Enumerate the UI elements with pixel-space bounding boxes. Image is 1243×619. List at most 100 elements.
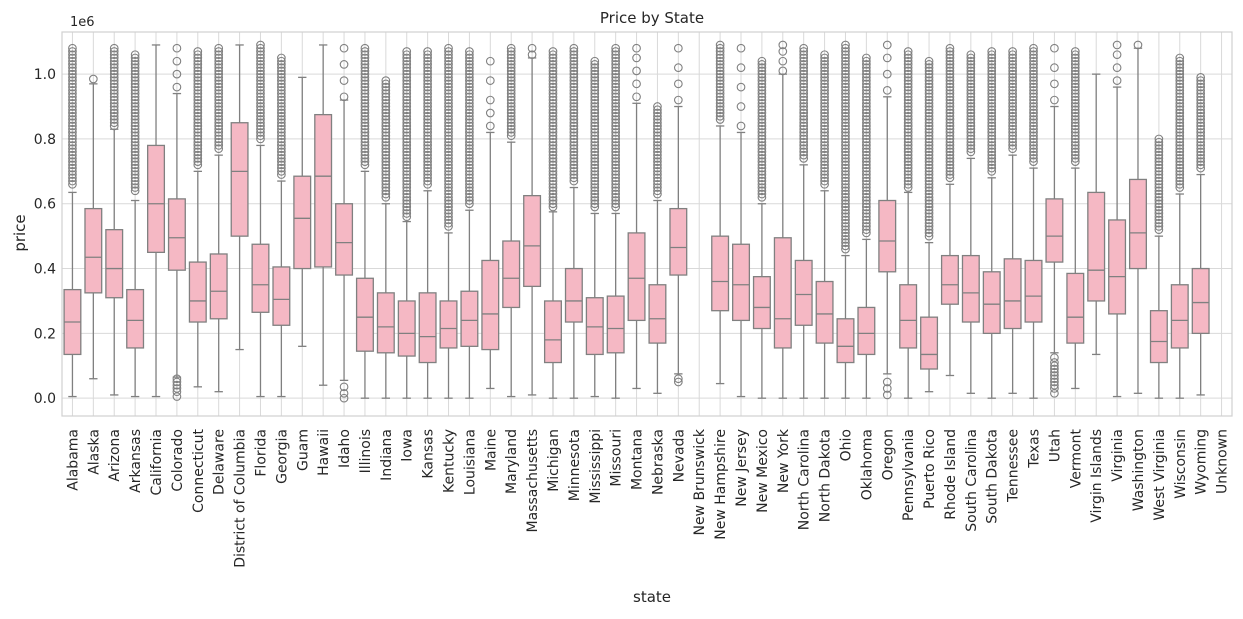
outlier-point (214, 63, 224, 72)
outlier-point (1175, 89, 1185, 98)
box-iqr (564, 267, 583, 323)
outlier-point (590, 98, 600, 108)
outlier-point (1070, 118, 1080, 128)
outlier-point (465, 89, 474, 98)
outlier-point (611, 47, 621, 56)
x-tick-label: Iowa (400, 429, 416, 462)
outlier-point (799, 76, 809, 85)
outlier-point (987, 98, 997, 108)
outlier-point (1070, 137, 1080, 147)
outlier-point (715, 40, 725, 50)
outlier-point (402, 50, 412, 60)
outlier-point (68, 89, 77, 98)
outlier-point (903, 95, 913, 105)
outlier-point (924, 137, 934, 147)
outlier-point (214, 111, 224, 121)
outlier-point (841, 89, 850, 98)
outlier-point (1008, 76, 1017, 85)
outlier-point (423, 144, 432, 154)
outlier-point (339, 60, 349, 69)
outlier-point (945, 154, 955, 163)
outlier-point (757, 144, 767, 154)
outlier-point (1154, 212, 1164, 222)
box-pennsylvania (899, 47, 918, 399)
outlier-point (757, 89, 767, 98)
outlier-point (548, 183, 558, 192)
outlier-point (360, 102, 370, 111)
outlier-point (1070, 50, 1080, 60)
box-iqr (460, 290, 479, 347)
outlier-point (841, 150, 850, 160)
outlier-point (1008, 98, 1017, 108)
outlier-point (506, 121, 516, 131)
outlier-point (1175, 144, 1185, 154)
outlier-point (945, 63, 955, 72)
outlier-point (653, 163, 662, 173)
outlier-point (360, 79, 370, 89)
outlier-point (862, 85, 871, 95)
outlier-point (1154, 202, 1164, 212)
outlier-point (945, 121, 955, 131)
outlier-point (1029, 85, 1038, 95)
outlier-point (715, 92, 725, 102)
outlier-point (277, 95, 286, 105)
outlier-point (841, 111, 850, 121)
outlier-point (548, 121, 558, 131)
outlier-point (402, 66, 412, 76)
outlier-point (862, 157, 871, 166)
outlier-point (214, 53, 224, 63)
outlier-point (423, 134, 432, 144)
x-tick-label: California (149, 429, 165, 495)
outlier-point (590, 121, 600, 131)
outlier-point (757, 128, 767, 137)
outlier-point (799, 121, 809, 131)
outlier-point (924, 60, 934, 69)
outlier-point (862, 95, 871, 105)
box-florida (251, 40, 270, 398)
outlier-point (820, 56, 829, 66)
outlier-point (841, 40, 850, 50)
outlier-point (548, 176, 558, 186)
box-district-of-columbia (230, 44, 249, 351)
x-tick-label: North Dakota (818, 429, 834, 522)
outlier-point (485, 121, 495, 131)
outlier-point (402, 118, 412, 128)
outlier-point (820, 73, 829, 82)
box-maine (481, 56, 500, 390)
outlier-point (862, 215, 871, 225)
outlier-point (1029, 79, 1038, 89)
x-tick-label: Oregon (880, 429, 896, 480)
box-iqr (1191, 267, 1210, 335)
outlier-point (130, 131, 140, 141)
outlier-point (653, 111, 662, 121)
outlier-point (569, 63, 579, 72)
outlier-point (862, 176, 871, 186)
outlier-point (820, 179, 829, 189)
outlier-point (360, 92, 370, 102)
outlier-point (68, 82, 77, 92)
outlier-point (736, 82, 746, 92)
outlier-point (945, 76, 955, 85)
outlier-point (465, 131, 474, 141)
outlier-point (548, 144, 558, 154)
box-louisiana (460, 47, 479, 399)
box-wisconsin (1170, 53, 1189, 399)
outlier-point (130, 166, 140, 176)
outlier-point (256, 60, 265, 69)
x-tick-label: Connecticut (191, 428, 207, 512)
outlier-point (966, 141, 976, 150)
outlier-point (966, 108, 976, 118)
outlier-point (465, 186, 474, 196)
outlier-point (506, 89, 516, 98)
outlier-point (799, 128, 809, 137)
outlier-point (611, 202, 621, 212)
outlier-point (193, 76, 203, 85)
outlier-point (1196, 92, 1206, 102)
outlier-point (423, 176, 432, 186)
outlier-point (444, 128, 453, 137)
outlier-point (757, 66, 767, 76)
outlier-point (569, 102, 579, 111)
outlier-point (193, 147, 203, 157)
outlier-point (256, 105, 265, 115)
outlier-point (757, 170, 767, 179)
